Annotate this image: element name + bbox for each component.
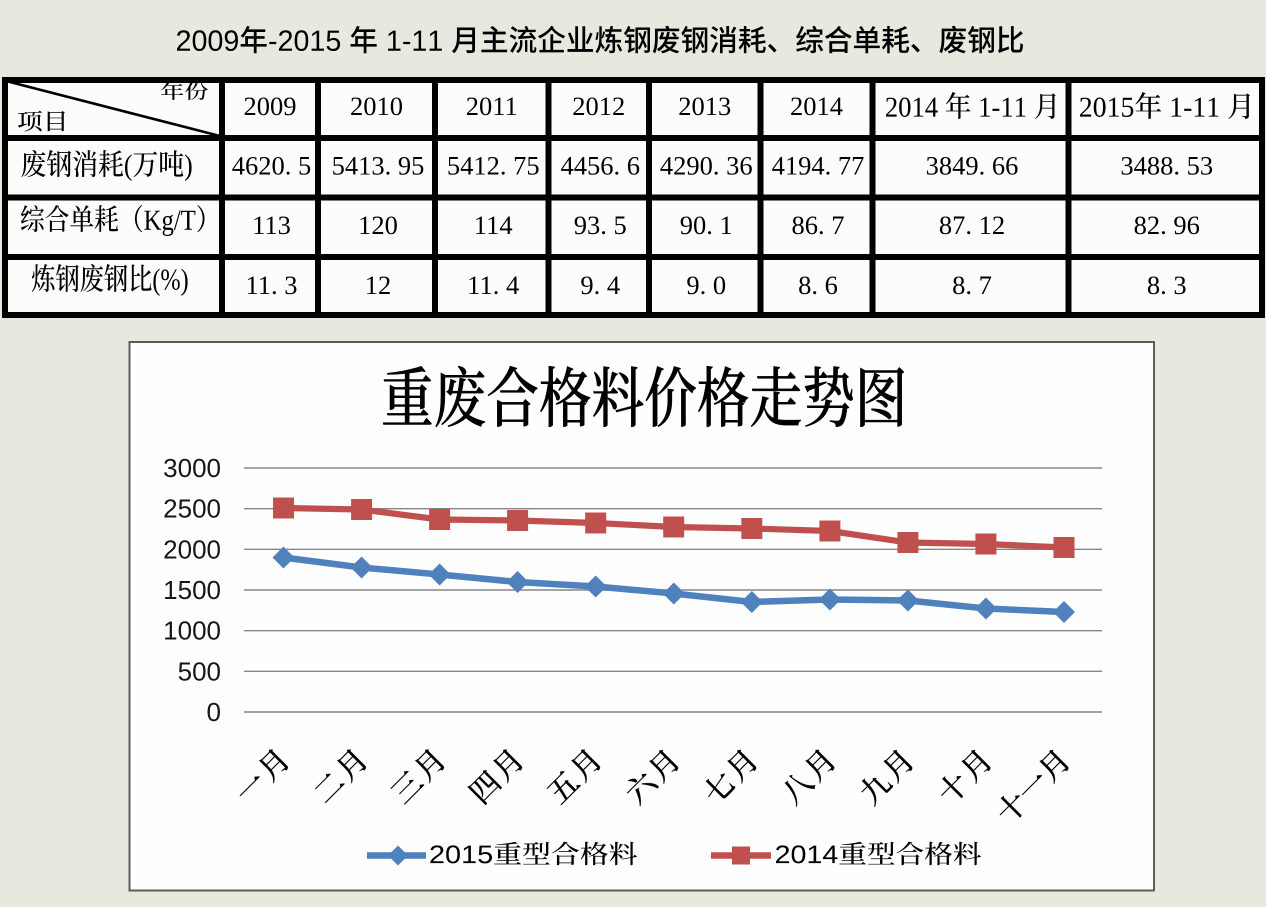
svg-text:1000: 1000 xyxy=(163,616,221,646)
svg-text:3488. 53: 3488. 53 xyxy=(1120,151,1213,181)
svg-text:2012: 2012 xyxy=(572,91,625,121)
svg-text:2011: 2011 xyxy=(466,91,518,121)
svg-text:2013: 2013 xyxy=(678,91,731,121)
svg-text:0: 0 xyxy=(207,697,221,727)
svg-text:4290. 36: 4290. 36 xyxy=(660,151,753,181)
svg-text:4194. 77: 4194. 77 xyxy=(772,151,865,181)
svg-text:2014: 2014 xyxy=(790,91,843,121)
svg-text:120: 120 xyxy=(358,210,398,240)
svg-text:4456. 6: 4456. 6 xyxy=(560,151,640,181)
svg-text:3000: 3000 xyxy=(163,453,221,483)
svg-text:9. 0: 9. 0 xyxy=(686,270,726,300)
svg-text:87. 12: 87. 12 xyxy=(939,210,1005,240)
svg-text:93. 5: 93. 5 xyxy=(574,210,627,240)
svg-text:8. 3: 8. 3 xyxy=(1147,270,1187,300)
svg-text:2010: 2010 xyxy=(350,91,403,121)
svg-text:1500: 1500 xyxy=(163,575,221,605)
svg-text:114: 114 xyxy=(474,210,513,240)
svg-text:113: 113 xyxy=(252,210,291,240)
svg-text:12: 12 xyxy=(365,270,392,300)
svg-text:90. 1: 90. 1 xyxy=(680,210,733,240)
svg-text:4620. 5: 4620. 5 xyxy=(232,151,312,181)
svg-text:500: 500 xyxy=(178,656,221,686)
svg-text:9. 4: 9. 4 xyxy=(580,270,620,300)
svg-text:2000: 2000 xyxy=(163,534,221,564)
svg-text:2009: 2009 xyxy=(244,91,297,121)
svg-text:11. 4: 11. 4 xyxy=(467,270,519,300)
svg-text:8. 7: 8. 7 xyxy=(952,270,992,300)
svg-text:86. 7: 86. 7 xyxy=(792,210,845,240)
svg-text:8. 6: 8. 6 xyxy=(798,270,838,300)
svg-text:82. 96: 82. 96 xyxy=(1134,210,1200,240)
svg-text:3849. 66: 3849. 66 xyxy=(926,151,1019,181)
svg-text:5412. 75: 5412. 75 xyxy=(447,151,540,181)
svg-text:5413. 95: 5413. 95 xyxy=(332,151,425,181)
svg-text:11. 3: 11. 3 xyxy=(245,270,297,300)
svg-text:2500: 2500 xyxy=(163,494,221,524)
